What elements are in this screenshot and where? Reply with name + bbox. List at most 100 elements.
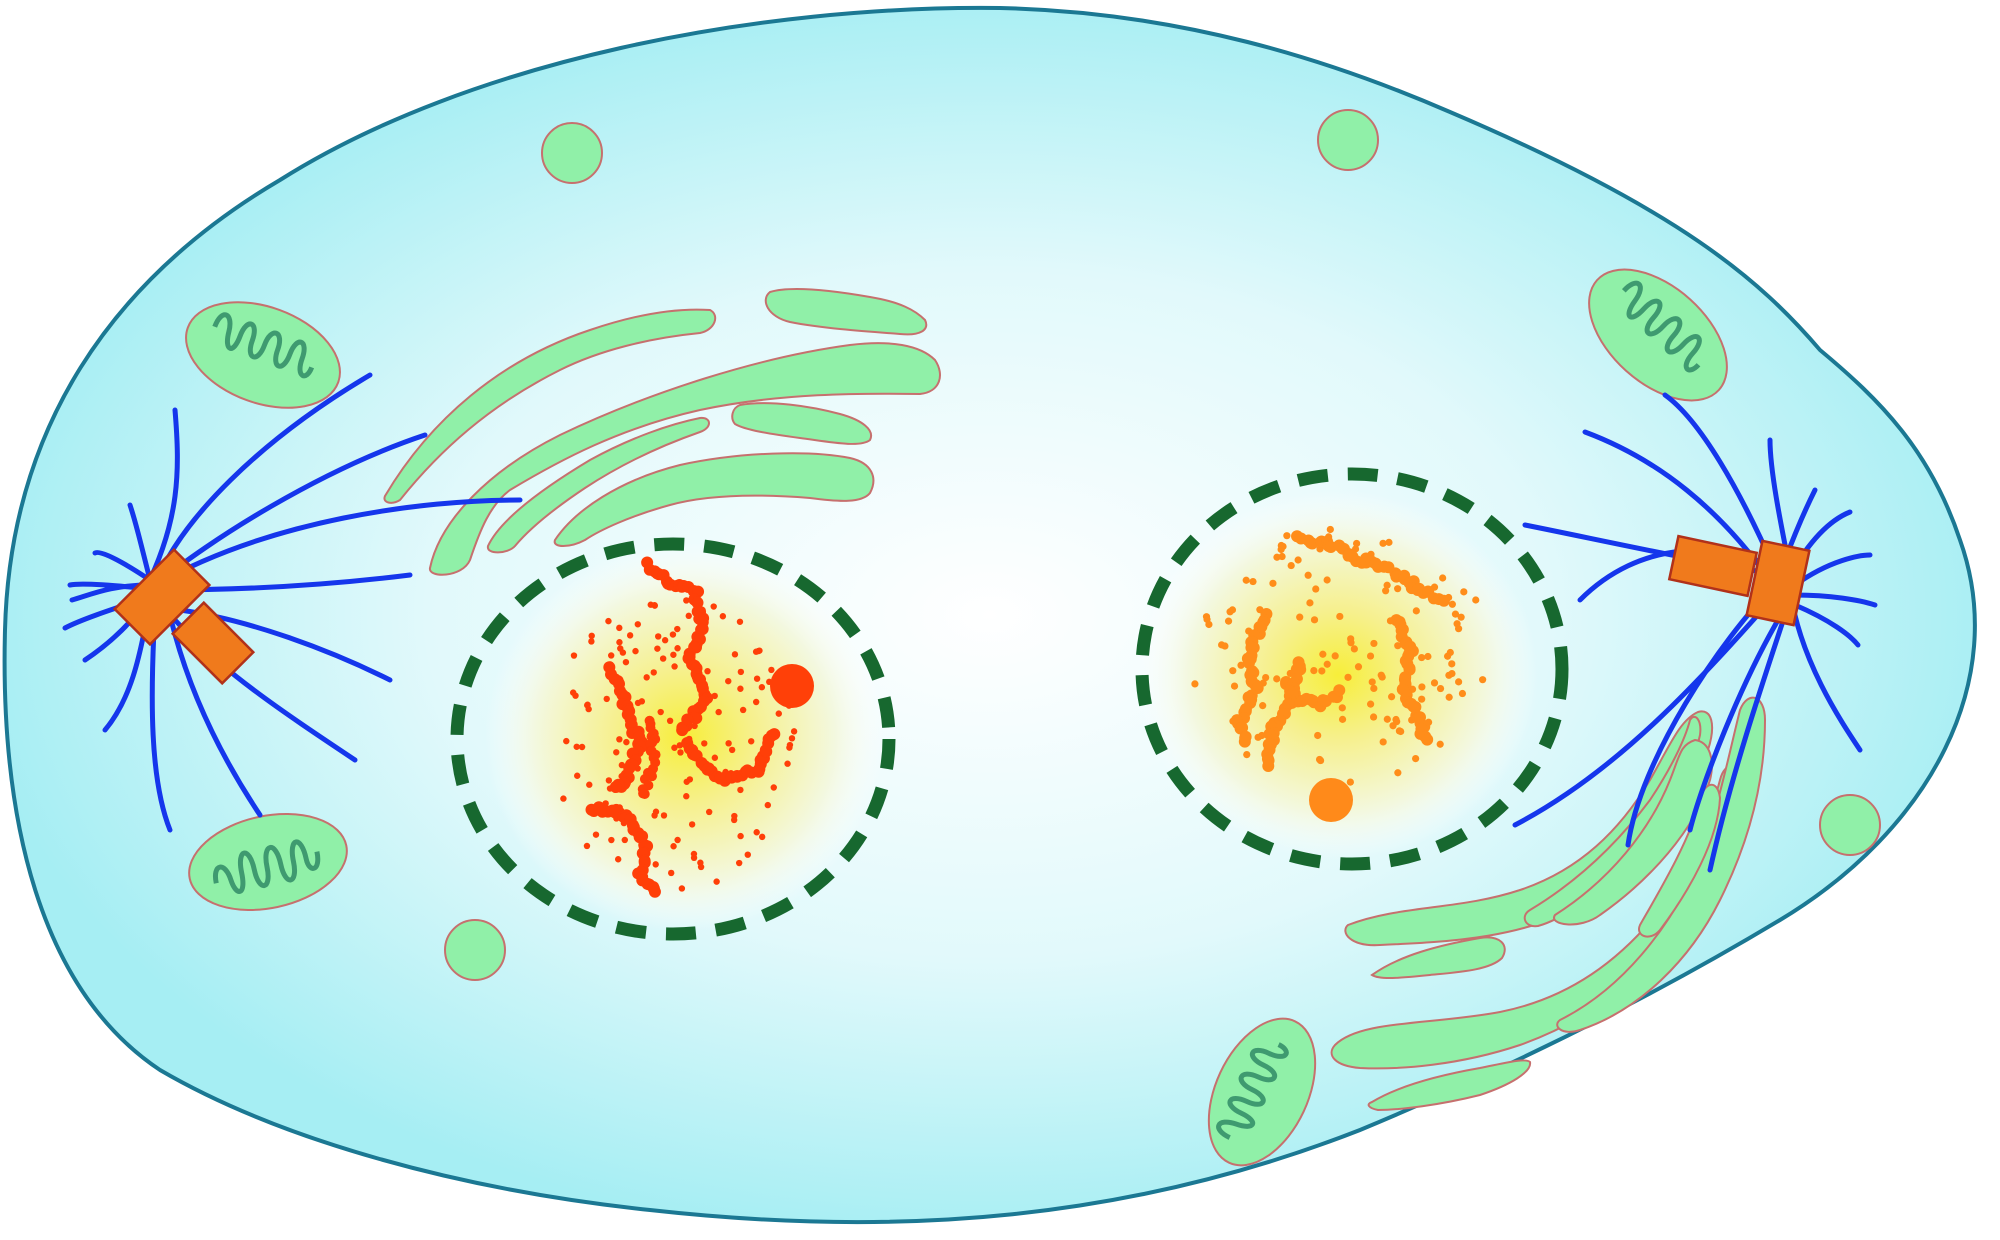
chromatin-granule — [1394, 642, 1402, 650]
chromatin-granule — [737, 786, 744, 794]
chromatin-granule — [1262, 673, 1270, 682]
chromatin-granule — [748, 738, 755, 745]
nucleoplasm — [485, 542, 885, 932]
chromatin-granule — [691, 722, 698, 730]
chromatin-granule — [1443, 652, 1452, 660]
chromatin-granule — [731, 651, 739, 658]
chromatin-granule — [1326, 525, 1334, 534]
chromatin-granule — [613, 749, 620, 756]
chromatin-granule — [616, 624, 623, 632]
chromatin-granule — [713, 878, 720, 885]
mitochondrion — [1207, 1017, 1317, 1167]
chromatin-granule — [621, 836, 629, 844]
chromatin-granule — [1323, 576, 1331, 584]
er-cisternae-right — [1330, 696, 1767, 1112]
chromatin-granule — [1224, 617, 1233, 625]
chromatin-granule — [1379, 539, 1387, 547]
chromatin-granule — [1479, 676, 1487, 684]
chromatin-granule — [1331, 652, 1339, 660]
chromatin-granule — [710, 603, 717, 610]
chromatin-granule — [697, 859, 704, 866]
chromatin-granule — [704, 667, 711, 675]
chromatin-bead — [1333, 684, 1346, 697]
chromatin-granule — [737, 832, 744, 840]
chromatin-granule — [1394, 585, 1402, 593]
chromatin-granule — [711, 692, 718, 700]
right-centrosome — [1667, 534, 1811, 627]
chromatin-bead — [648, 885, 661, 898]
chromatin-granule — [788, 735, 796, 742]
chromatin-granule — [1310, 616, 1319, 624]
centriole — [1667, 534, 1759, 598]
chromatin-granule — [632, 647, 639, 655]
chromatin-granule — [1277, 545, 1285, 554]
chromatin-granule — [1377, 671, 1385, 679]
chromatin-granule — [1347, 639, 1355, 647]
mitochondrion — [1588, 268, 1728, 402]
chromatin-granule — [570, 652, 578, 659]
chromatin-granule — [786, 744, 793, 751]
er-cisterna — [553, 452, 875, 547]
left-centrosome — [112, 547, 256, 686]
chromatin-granule — [622, 658, 630, 666]
chromatin-bead — [676, 724, 689, 737]
chromatin-right — [1191, 525, 1487, 786]
chromatin-granule — [1457, 613, 1465, 621]
er-cisterna — [731, 402, 873, 445]
chromatin-granule — [1388, 693, 1396, 701]
chromatin-granule — [711, 754, 719, 761]
chromatin-granule — [588, 632, 595, 640]
chromatin-granule — [688, 821, 696, 828]
chromatin-granule — [623, 738, 630, 746]
chromatin-granule — [725, 677, 732, 685]
chromatin-granule — [683, 793, 690, 800]
er-cisterna — [1638, 783, 1722, 938]
vesicle — [1317, 109, 1379, 171]
chromatin-granule — [1221, 642, 1229, 650]
chromatin-granule — [737, 668, 745, 676]
chromatin-granule — [1273, 675, 1281, 683]
chromatin-granule — [784, 760, 791, 767]
chromatin-granule — [1418, 683, 1426, 691]
chromatin-granule — [701, 740, 708, 747]
chromatin-granule — [1395, 727, 1403, 735]
chromatin-granule — [719, 613, 727, 620]
chromatin-granule — [1323, 660, 1331, 668]
chromatin-granule — [616, 639, 623, 646]
centriole — [1745, 539, 1811, 627]
chromatin-granule — [643, 674, 650, 681]
chromatin-granule — [1472, 596, 1480, 604]
chromatin-granule — [744, 851, 751, 858]
chromatin-granule — [764, 801, 772, 809]
chromatin-granule — [655, 633, 662, 640]
centriole — [112, 547, 212, 647]
chromatin-granule — [1366, 652, 1375, 660]
chromatin-granule — [1370, 684, 1378, 693]
chromatin-granule — [592, 831, 600, 838]
chromatin-granule — [616, 736, 623, 743]
chromatin-bead — [1421, 733, 1434, 746]
chromatin-granule — [1259, 702, 1267, 710]
chromatin-granule — [671, 744, 678, 751]
chromatin-granule — [573, 743, 580, 750]
chromatin-granule — [670, 651, 677, 658]
chromatin-granule — [1318, 667, 1326, 675]
chromatin-granule — [1273, 553, 1281, 561]
chromatin-granule — [674, 836, 681, 844]
chromatin-granule — [1283, 532, 1291, 540]
chromatin-granule — [583, 842, 591, 850]
chromatin-granule — [578, 743, 586, 751]
chromatin-granule — [1418, 695, 1426, 703]
chromatin-granule — [1254, 733, 1262, 741]
chromatin-granule — [1287, 561, 1295, 570]
chromatin-granule — [1230, 682, 1239, 690]
chromatin-granule — [608, 836, 615, 844]
chromatin-granule — [1460, 588, 1468, 596]
chromatin-granule — [1306, 599, 1314, 607]
chromatin-bead — [768, 728, 781, 741]
mitochondrion — [185, 301, 341, 409]
chromatin-granule — [1353, 539, 1361, 548]
vesicle — [444, 919, 506, 981]
chromatin-granule — [1237, 661, 1245, 669]
chromatin-granule — [677, 749, 684, 756]
